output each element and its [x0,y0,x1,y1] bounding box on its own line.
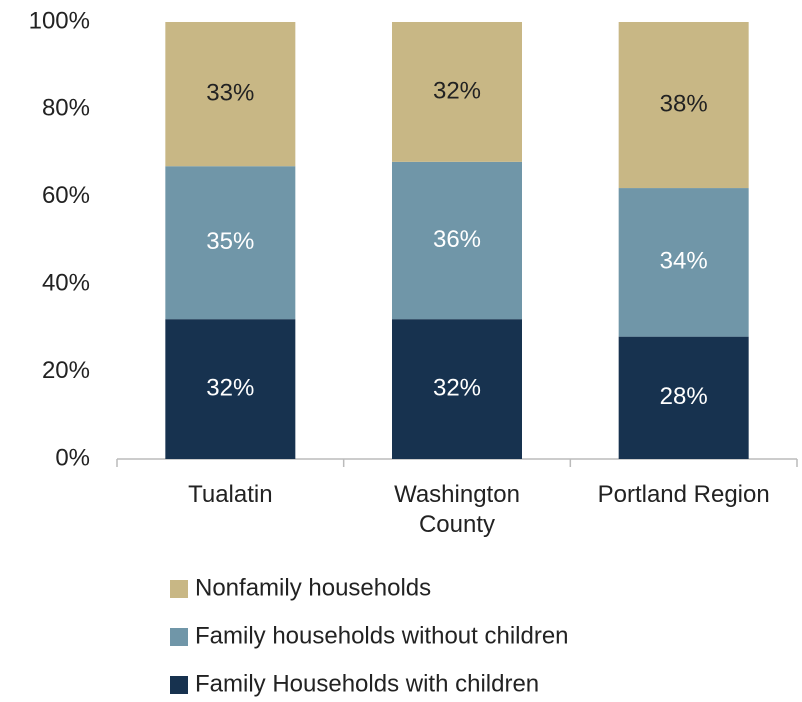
y-tick-label: 60% [42,182,90,209]
value-label: 34% [660,248,708,275]
value-label: 36% [433,226,481,253]
value-label: 32% [433,77,481,104]
bar-segment [165,319,296,459]
x-tick-label: Portland Region [597,481,770,508]
bar-segment [392,161,522,320]
bar-segment [618,188,749,337]
value-label: 32% [433,374,481,401]
value-label: 32% [206,374,254,401]
value-label: 28% [660,383,708,410]
value-label: 38% [660,90,708,117]
bar-segment [618,22,749,189]
y-tick-label: 0% [55,444,90,471]
value-label: 33% [206,79,254,106]
value-label: 35% [206,228,254,255]
y-tick-label: 20% [42,357,90,384]
bar-segment [165,22,296,167]
legend-swatch [170,580,188,598]
y-tick-label: 80% [42,95,90,122]
legend-swatch [170,628,188,646]
y-tick-label: 40% [42,270,90,297]
legend-label: Family households without children [195,622,569,649]
legend-label: Nonfamily households [195,574,431,601]
legend-label: Family Households with children [195,670,539,697]
bar-segment [165,166,296,320]
x-tick-label: Washington County [394,481,520,538]
bar-segment [618,336,749,459]
bar-segment [392,319,522,459]
bar-segment [392,22,522,162]
y-tick-label: 100% [29,7,90,34]
x-tick-label: Tualatin [188,481,273,508]
legend-swatch [170,676,188,694]
